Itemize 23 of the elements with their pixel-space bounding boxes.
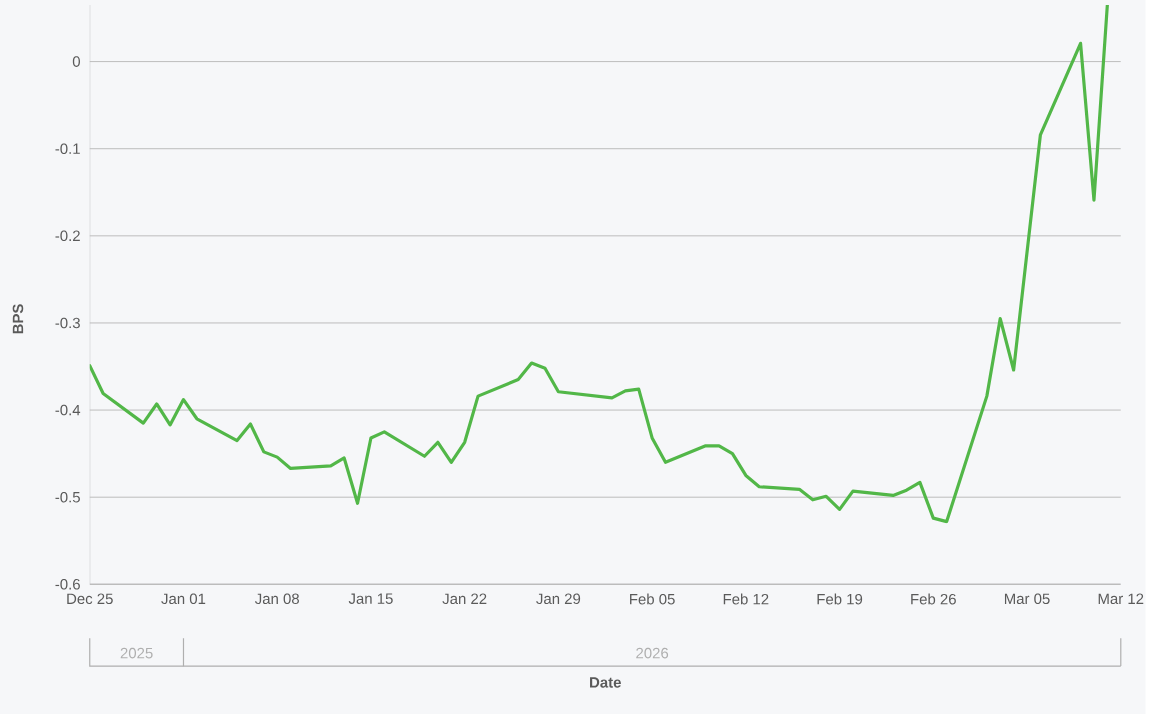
x-tick-label: Feb 05 (630, 593, 675, 605)
y-tick-label: -0.4 (55, 404, 81, 416)
y-tick-label: -0.3 (55, 317, 80, 329)
y-tick-label: -0.5 (55, 491, 80, 503)
x-tick-label: Jan 01 (161, 593, 206, 605)
y-tick-label: -0.1 (55, 143, 80, 155)
y-tick-label: -0.2 (55, 230, 80, 242)
x-tick-label: Mar 12 (1098, 593, 1144, 605)
x-tick-label: Jan 08 (254, 593, 299, 605)
x-tick-label: Mar 05 (1004, 593, 1050, 605)
x-tick-label: Feb 26 (911, 593, 956, 605)
x-tick-label: Jan 22 (442, 593, 487, 605)
y-tick-label: -0.6 (55, 579, 80, 590)
x-tick-label: Feb 12 (723, 593, 769, 605)
y-tick-label: 0 (72, 56, 80, 67)
y-axis-title: BPS (12, 304, 24, 334)
text: 2025 (120, 647, 153, 659)
x-tick-label: Jan 29 (536, 593, 581, 605)
text: 2026 (636, 647, 669, 659)
x-tick-label: Jan 15 (348, 593, 393, 604)
x-tick-label: Feb 19 (817, 593, 863, 605)
x-tick-label: Dec 25 (67, 593, 113, 605)
x-axis-title: Date (590, 677, 621, 688)
